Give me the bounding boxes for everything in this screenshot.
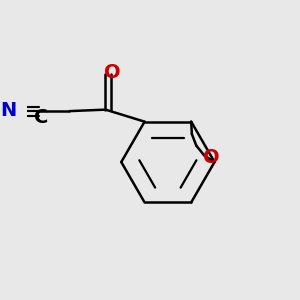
Text: N: N [0, 101, 16, 120]
Text: O: O [104, 62, 120, 82]
Text: O: O [203, 148, 220, 167]
Text: C: C [34, 108, 48, 127]
